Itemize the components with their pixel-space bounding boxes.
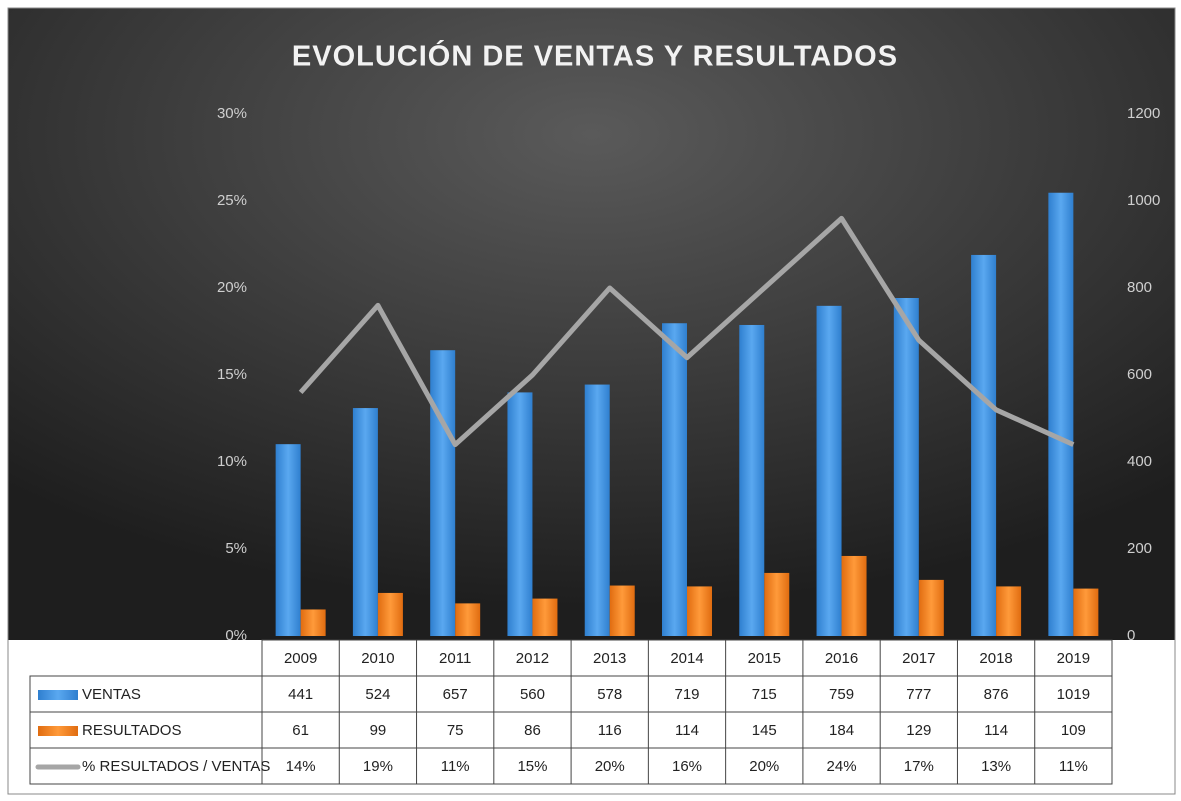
legend-label: % RESULTADOS / VENTAS: [82, 758, 270, 775]
bar: [352, 408, 378, 636]
bar: [918, 579, 944, 636]
x-tick-label: 2012: [516, 650, 549, 667]
table-cell: 11%: [441, 758, 470, 775]
table-cell: 109: [1061, 722, 1086, 739]
table-cell: 13%: [981, 758, 1011, 775]
table-cell: 129: [906, 722, 931, 739]
x-tick-label: 2014: [670, 650, 703, 667]
table-cell: 1019: [1057, 686, 1090, 703]
bar: [687, 586, 712, 636]
bar: [1073, 588, 1099, 636]
legend-label: VENTAS: [82, 686, 141, 703]
table-cell: 145: [752, 722, 777, 739]
table-cell: 184: [829, 722, 854, 739]
table-cell: 876: [984, 686, 1009, 703]
bar: [430, 350, 456, 636]
table-cell: 16%: [672, 758, 702, 775]
table-cell: 17%: [904, 758, 934, 775]
frame: [7, 7, 1176, 795]
table-cell: 61: [292, 722, 309, 739]
table-cell: 24%: [827, 758, 857, 775]
y2-tick-label: 1200: [1127, 105, 1160, 122]
bar: [816, 305, 842, 636]
x-tick-label: 2010: [361, 650, 394, 667]
y-tick-label: 20%: [217, 279, 247, 296]
table-cell: 20%: [595, 758, 625, 775]
table-cell: 578: [597, 686, 622, 703]
line: [298, 215, 1075, 448]
bar: [532, 598, 558, 636]
legend-key: [38, 690, 78, 700]
table-cell: 86: [524, 722, 541, 739]
table-cell: 11%: [1059, 758, 1088, 775]
y2-tick-label: 0: [1127, 627, 1135, 644]
y-tick-label: 15%: [217, 366, 247, 383]
x-tick-label: 2013: [593, 650, 626, 667]
bar: [893, 298, 919, 636]
bar: [275, 444, 301, 636]
bar: [662, 323, 687, 636]
bar: [1048, 192, 1074, 637]
bar: [841, 555, 867, 636]
bar: [507, 392, 533, 636]
table-cell: 15%: [517, 758, 547, 775]
table-cell: 99: [370, 722, 387, 739]
table-cell: 114: [984, 722, 1008, 739]
table-cell: 759: [829, 686, 854, 703]
x-tick-label: 2011: [439, 650, 471, 667]
chart-title: EVOLUCIÓN DE VENTAS Y RESULTADOS: [292, 39, 898, 73]
table-cell: 777: [906, 686, 931, 703]
y-tick-label: 5%: [225, 540, 247, 557]
table-cell: 715: [752, 686, 777, 703]
bar: [764, 572, 790, 636]
x-tick-label: 2017: [902, 650, 935, 667]
x-tick-label: 2018: [979, 650, 1012, 667]
table-cell: 560: [520, 686, 545, 703]
y2-tick-label: 600: [1127, 366, 1152, 383]
x-tick-label: 2015: [748, 650, 781, 667]
table-cell: 657: [443, 686, 468, 703]
bar: [971, 254, 997, 636]
bar: [455, 603, 481, 636]
legend-label: RESULTADOS: [82, 722, 181, 739]
bar: [996, 586, 1022, 636]
x-tick-label: 2016: [825, 650, 858, 667]
y-tick-label: 10%: [217, 453, 247, 470]
table-cell: 19%: [363, 758, 393, 775]
x-tick-label: 2019: [1057, 650, 1090, 667]
y2-tick-label: 200: [1127, 540, 1152, 557]
y-tick-label: 0%: [225, 627, 247, 644]
table-cell: 719: [674, 686, 699, 703]
table-cell: 20%: [749, 758, 779, 775]
table-cell: 14%: [286, 758, 316, 775]
legend-key: [38, 726, 78, 736]
bar: [739, 324, 765, 636]
y2-tick-label: 400: [1127, 453, 1152, 470]
table-cell: 75: [447, 722, 464, 739]
bar: [377, 592, 403, 636]
y-tick-label: 25%: [217, 192, 247, 209]
table-cell: 114: [675, 722, 699, 739]
table-cell: 524: [365, 686, 390, 703]
bar: [609, 585, 635, 636]
table-cell: 441: [288, 686, 313, 703]
table-cell: 116: [598, 722, 622, 739]
bar: [300, 609, 326, 636]
y2-tick-label: 800: [1127, 279, 1152, 296]
bar: [584, 384, 610, 636]
x-tick-label: 2009: [284, 650, 317, 667]
y2-tick-label: 1000: [1127, 192, 1160, 209]
y-tick-label: 30%: [217, 105, 247, 122]
